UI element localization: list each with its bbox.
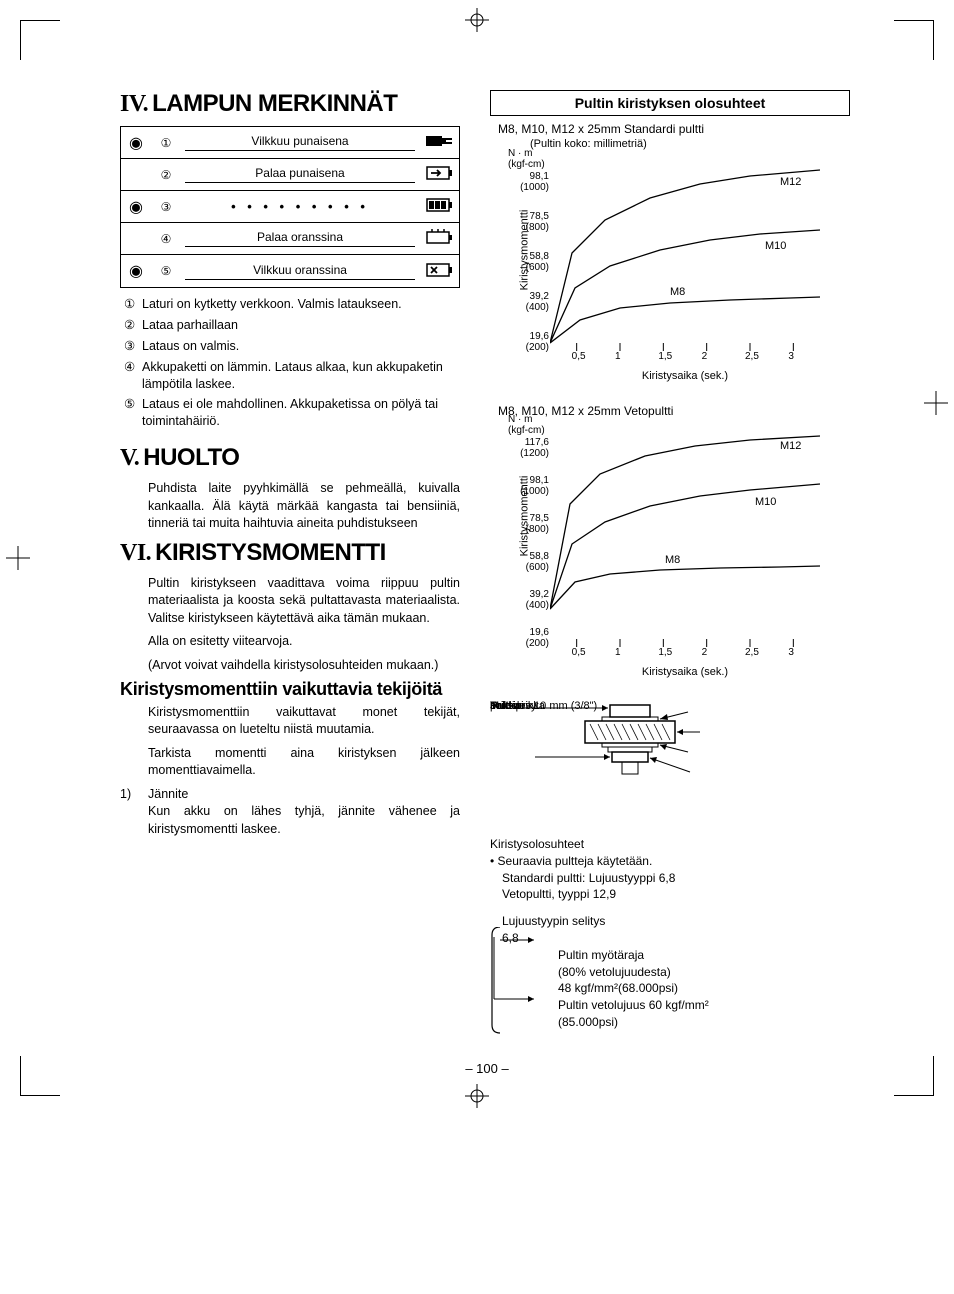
torque-text-1: Pultin kiristykseen vaadittava voima rii… — [120, 575, 460, 628]
legend-item: ④Akkupaketti on lämmin. Lataus alkaa, ku… — [124, 359, 460, 393]
crop-mark — [20, 20, 60, 60]
chart-2: N · m (kgf-cm)Kiristysmomentti117,6(1200… — [490, 420, 830, 680]
bolt-label-jousiprikka: Jousiprikka — [490, 700, 545, 712]
conditions-box-title: Pultin kiristyksen olosuhteet — [490, 90, 850, 116]
torque-text-2: Alla on esitetty viitearvoja. — [120, 633, 460, 651]
chart1-head: M8, M10, M12 x 25mm Standardi pultti — [490, 122, 850, 136]
lamp-row: ◉⑤Vilkkuu oranssina — [121, 255, 459, 287]
registration-mark — [465, 8, 489, 32]
crop-mark — [20, 1056, 60, 1096]
section-5-heading: V.HUOLTO — [120, 444, 460, 472]
chart-1: N · m (kgf-cm)Kiristysmomentti98,1(1000)… — [490, 154, 830, 384]
lamp-legend-list: ①Laturi on kytketty verkkoon. Valmis lat… — [120, 296, 460, 430]
legend-item: ①Laturi on kytketty verkkoon. Valmis lat… — [124, 296, 460, 313]
crop-mark — [894, 1056, 934, 1096]
section-4-heading: IV.LAMPUN MERKINNÄT — [120, 90, 460, 118]
bolt-svg — [490, 700, 830, 820]
section-6-heading: VI.KIRISTYSMOMENTTI — [120, 539, 460, 567]
arrow-lines — [492, 937, 538, 1017]
crop-mark — [894, 20, 934, 60]
registration-mark — [924, 391, 948, 415]
registration-mark — [465, 1084, 489, 1108]
factor-1-body: Kun akku on lähes tyhjä, jännite vähenee… — [148, 803, 460, 838]
factors-text-1: Kiristysmomenttiin vaikuttavat monet tek… — [120, 704, 460, 739]
factor-item-1: 1) Jännite Kun akku on lähes tyhjä, jänn… — [120, 786, 460, 839]
legend-item: ⑤Lataus ei ole mahdollinen. Akkupaketiss… — [124, 396, 460, 430]
conditions-text: Kiristysolosuhteet • Seuraavia pultteja … — [490, 836, 850, 903]
factors-text-2: Tarkista momentti aina kiristyksen jälke… — [120, 745, 460, 780]
lamp-row: ④Palaa oranssina — [121, 223, 459, 255]
factor-1-title: Jännite — [148, 786, 460, 804]
lamp-row: ◉③• • • • • • • • • — [121, 191, 459, 223]
registration-mark — [6, 546, 30, 570]
bolt-diagram: Pultti Prikka Teräslevy paksuus 10 mm (3… — [490, 700, 830, 830]
lamp-row: ◉①Vilkkuu punaisena — [121, 127, 459, 159]
maintenance-text: Puhdista laite pyyhkimällä se pehmeällä,… — [120, 480, 460, 533]
lamp-row: ②Palaa punaisena — [121, 159, 459, 191]
page-number: – 100 – — [120, 1061, 854, 1076]
factors-subheading: Kiristysmomenttiin vaikuttavia tekijöitä — [120, 680, 460, 700]
torque-text-3: (Arvot voivat vaihdella kiristysolosuhte… — [120, 657, 460, 675]
strength-explanation: Lujuustyypin selitys 6,8 Pultin myötäraj… — [490, 913, 850, 1031]
lamp-indicator-table: ◉①Vilkkuu punaisena②Palaa punaisena◉③• •… — [120, 126, 460, 288]
legend-item: ②Lataa parhaillaan — [124, 317, 460, 334]
legend-item: ③Lataus on valmis. — [124, 338, 460, 355]
